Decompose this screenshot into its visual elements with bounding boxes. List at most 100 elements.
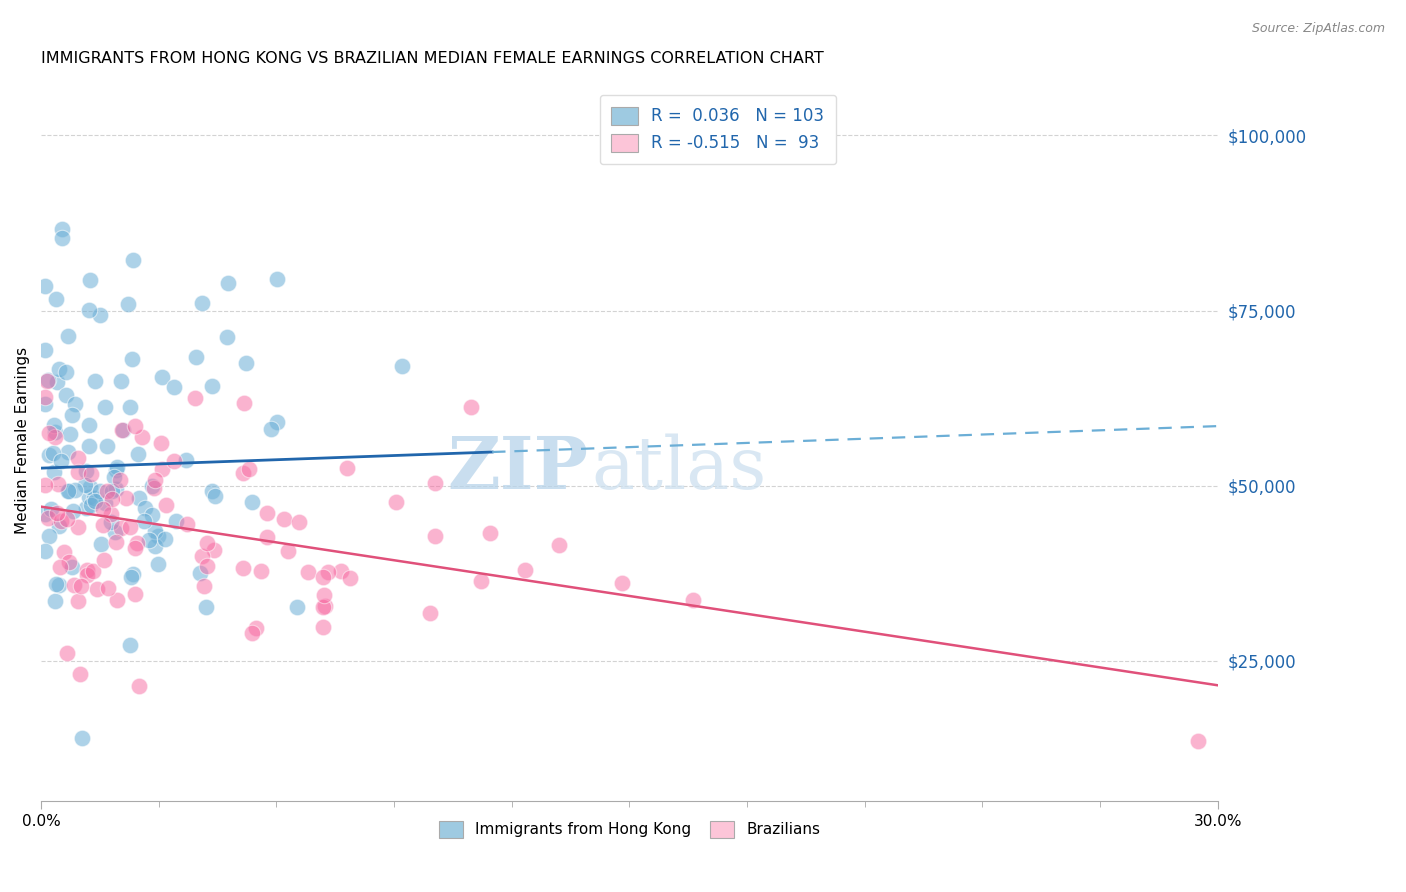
Point: [266, 272, 288, 286]
Point: [195, 535, 218, 549]
Point: [56, 512, 79, 526]
Point: [191, 296, 214, 310]
Point: [39, 502, 62, 516]
Point: [120, 400, 142, 414]
Text: ZIP: ZIP: [447, 434, 588, 505]
Point: [94, 495, 117, 509]
Point: [34, 544, 56, 558]
Point: [150, 462, 173, 476]
Legend: Immigrants from Hong Kong, Brazilians: Immigrants from Hong Kong, Brazilians: [433, 815, 827, 844]
Point: [285, 599, 308, 614]
Text: IMMIGRANTS FROM HONG KONG VS BRAZILIAN MEDIAN FEMALE EARNINGS CORRELATION CHART: IMMIGRANTS FROM HONG KONG VS BRAZILIAN M…: [41, 51, 824, 66]
Point: [183, 391, 205, 405]
Point: [1187, 734, 1209, 748]
Point: [89, 308, 111, 322]
Point: [142, 481, 165, 495]
Point: [176, 516, 198, 531]
Point: [312, 600, 335, 615]
Point: [232, 466, 254, 480]
Point: [242, 495, 264, 509]
Point: [547, 538, 569, 552]
Point: [117, 297, 139, 311]
Point: [49, 515, 72, 529]
Point: [59, 426, 82, 441]
Point: [44, 430, 66, 444]
Point: [38, 426, 60, 441]
Point: [37, 374, 59, 388]
Point: [37, 373, 59, 387]
Point: [83, 494, 105, 508]
Point: [48, 519, 70, 533]
Point: [121, 352, 143, 367]
Point: [96, 484, 118, 499]
Point: [479, 525, 502, 540]
Point: [245, 621, 267, 635]
Point: [124, 418, 146, 433]
Point: [56, 484, 79, 499]
Point: [256, 530, 278, 544]
Point: [83, 374, 105, 388]
Point: [513, 563, 536, 577]
Point: [201, 379, 224, 393]
Point: [58, 555, 80, 569]
Point: [34, 343, 56, 357]
Point: [134, 514, 156, 528]
Y-axis label: Median Female Earnings: Median Female Earnings: [15, 347, 30, 533]
Point: [385, 495, 408, 509]
Point: [46, 506, 69, 520]
Point: [49, 454, 72, 468]
Point: [34, 390, 56, 404]
Point: [91, 518, 114, 533]
Point: [69, 579, 91, 593]
Point: [297, 566, 319, 580]
Point: [153, 532, 176, 546]
Point: [76, 568, 98, 582]
Point: [202, 542, 225, 557]
Point: [52, 544, 75, 558]
Point: [193, 579, 215, 593]
Point: [184, 351, 207, 365]
Point: [266, 415, 288, 429]
Point: [75, 500, 97, 515]
Point: [122, 252, 145, 267]
Point: [204, 489, 226, 503]
Point: [48, 476, 70, 491]
Point: [111, 423, 134, 437]
Point: [120, 520, 142, 534]
Point: [148, 558, 170, 572]
Point: [423, 529, 446, 543]
Point: [34, 278, 56, 293]
Text: Source: ZipAtlas.com: Source: ZipAtlas.com: [1251, 22, 1385, 36]
Point: [103, 469, 125, 483]
Point: [51, 222, 73, 236]
Point: [105, 460, 128, 475]
Point: [93, 552, 115, 566]
Point: [94, 401, 117, 415]
Point: [75, 464, 97, 478]
Point: [97, 582, 120, 596]
Point: [176, 453, 198, 467]
Point: [141, 508, 163, 522]
Text: atlas: atlas: [592, 434, 768, 504]
Point: [108, 473, 131, 487]
Point: [96, 439, 118, 453]
Point: [55, 387, 77, 401]
Point: [105, 535, 128, 549]
Point: [77, 418, 100, 433]
Point: [115, 491, 138, 505]
Point: [232, 396, 254, 410]
Point: [217, 276, 239, 290]
Point: [238, 461, 260, 475]
Point: [105, 592, 128, 607]
Point: [45, 292, 67, 306]
Point: [70, 731, 93, 745]
Point: [163, 454, 186, 468]
Point: [60, 559, 83, 574]
Point: [318, 566, 340, 580]
Point: [312, 620, 335, 634]
Point: [38, 529, 60, 543]
Point: [56, 329, 79, 343]
Point: [63, 397, 86, 411]
Point: [100, 508, 122, 522]
Point: [100, 492, 122, 507]
